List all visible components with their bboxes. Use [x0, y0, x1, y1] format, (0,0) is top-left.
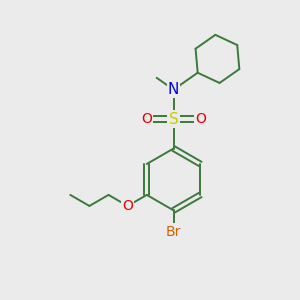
Text: Br: Br	[166, 225, 181, 238]
Text: O: O	[195, 112, 206, 126]
Text: N: N	[168, 82, 179, 97]
Text: O: O	[141, 112, 152, 126]
Text: S: S	[169, 112, 178, 127]
Text: O: O	[122, 199, 133, 213]
